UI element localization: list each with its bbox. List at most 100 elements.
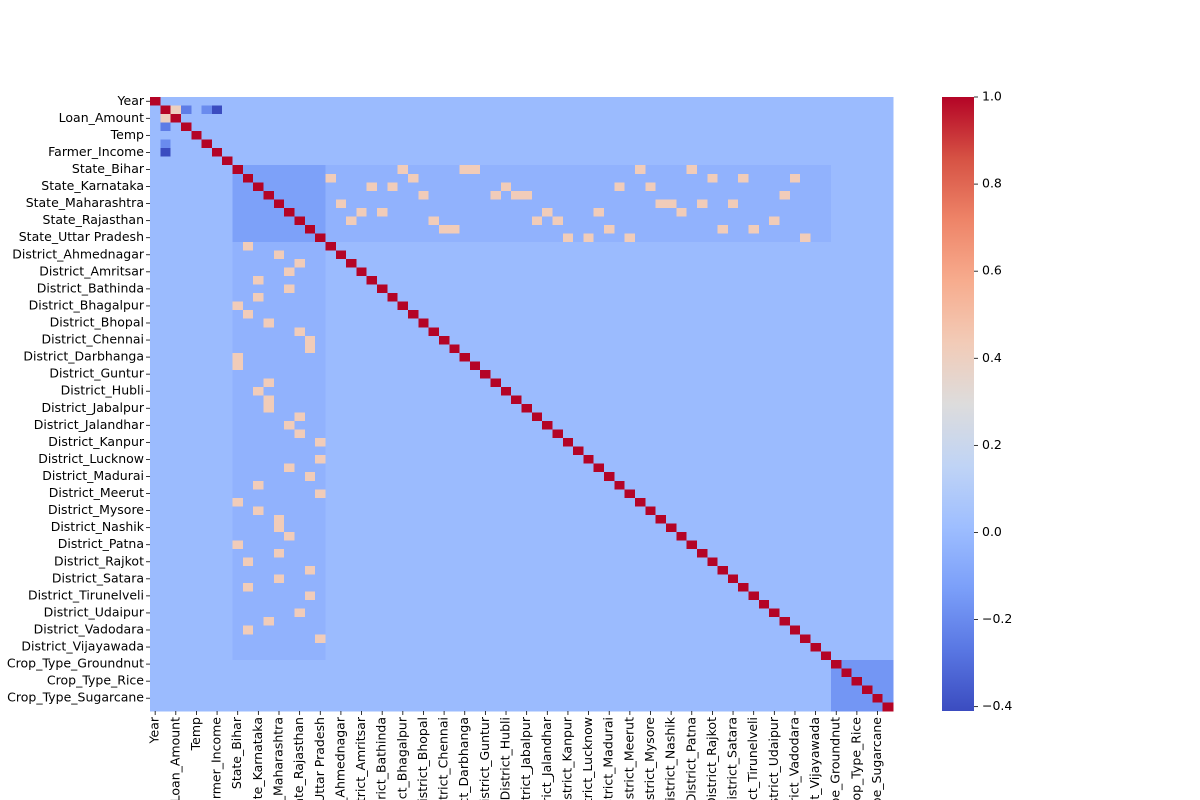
heatmap-cell [800,139,811,149]
heatmap-cell [150,293,161,303]
heatmap-cell [665,284,677,294]
heatmap-cell [242,514,254,524]
heatmap-cell [872,395,884,405]
heatmap-cell [232,165,244,175]
heatmap-cell [263,190,275,200]
heatmap-cell [438,276,450,286]
heatmap-cell [356,114,368,123]
heatmap-cell [294,318,306,328]
heatmap-cell [841,318,853,328]
heatmap-cell [872,301,884,311]
heatmap-cell [284,259,295,268]
heatmap-cell [645,668,657,678]
heatmap-cell [160,489,172,499]
heatmap-cell [428,131,440,141]
heatmap-cell [624,344,636,354]
heatmap-cell [676,642,688,652]
heatmap-cell [779,386,791,396]
heatmap-cell [253,659,264,669]
heatmap-cell [469,506,481,516]
heatmap-cell [635,540,646,550]
heatmap-cell [635,583,646,593]
heatmap-cell [635,591,646,601]
heatmap-cell [407,514,419,524]
heatmap-cell [789,114,801,123]
heatmap-cell [707,361,718,371]
heatmap-cell [614,241,626,251]
heatmap-cell [593,395,605,405]
heatmap-cell [635,472,646,482]
heatmap-cell [397,634,409,644]
heatmap-cell [428,259,440,268]
heatmap-cell [150,685,161,695]
heatmap-cell [789,352,801,362]
heatmap-cell [645,395,657,405]
heatmap-cell [552,156,564,166]
heatmap-cell [862,574,873,584]
heatmap-cell [263,386,275,396]
heatmap-cell [820,207,832,217]
heatmap-cell [779,310,791,320]
heatmap-cell [459,489,471,499]
heatmap-cell [294,531,306,541]
heatmap-cell [469,233,481,243]
heatmap-cell [748,97,760,106]
heatmap-cell [810,489,822,499]
heatmap-cell [531,199,543,209]
heatmap-cell [820,404,832,413]
heatmap-cell [583,301,595,311]
heatmap-cell [831,250,842,260]
heatmap-cell [531,642,543,652]
heatmap-cell [841,557,853,567]
heatmap-cell [469,429,481,439]
heatmap-cell [862,310,873,320]
heatmap-cell [573,344,584,354]
heatmap-cell [738,404,749,413]
heatmap-cell [232,489,244,499]
heatmap-cell [418,591,430,601]
heatmap-cell [862,566,873,575]
heatmap-cell [872,617,884,627]
heatmap-cell [831,446,842,456]
heatmap-cell [727,276,739,286]
heatmap-cell [552,523,564,533]
heatmap-cell [872,156,884,166]
heatmap-cell [469,446,481,456]
heatmap-cell [170,438,182,448]
heatmap-cell [273,463,285,473]
heatmap-cell [273,566,285,575]
heatmap-cell [727,421,739,430]
heatmap-cell [407,216,419,226]
heatmap-cell [304,651,316,661]
heatmap-cell [377,685,388,695]
heatmap-cell [738,446,749,456]
heatmap-cell [232,463,244,473]
heatmap-cell [696,344,708,354]
heatmap-cell [841,506,853,516]
heatmap-cell [676,438,688,448]
heatmap-cell [707,199,718,209]
heatmap-cell [820,651,832,661]
heatmap-cell [738,634,749,644]
heatmap-cell [604,651,615,661]
heatmap-cell [789,301,801,311]
heatmap-cell [356,676,368,686]
heatmap-cell [356,557,368,567]
heatmap-cell [346,173,357,183]
heatmap-cell [851,668,863,678]
heatmap-cell [882,583,894,593]
heatmap-cell [387,216,399,226]
heatmap-cell [696,472,708,482]
heatmap-cell [686,395,698,405]
heatmap-cell [738,301,749,311]
heatmap-cell [789,540,801,550]
heatmap-cell [449,284,460,294]
heatmap-cell [170,642,182,652]
heatmap-cell [820,97,832,106]
heatmap-cell [882,642,894,652]
heatmap-cell [242,131,254,141]
heatmap-cell [201,651,213,661]
heatmap-cell [686,301,698,311]
heatmap-cell [191,659,202,669]
heatmap-cell [882,378,894,388]
